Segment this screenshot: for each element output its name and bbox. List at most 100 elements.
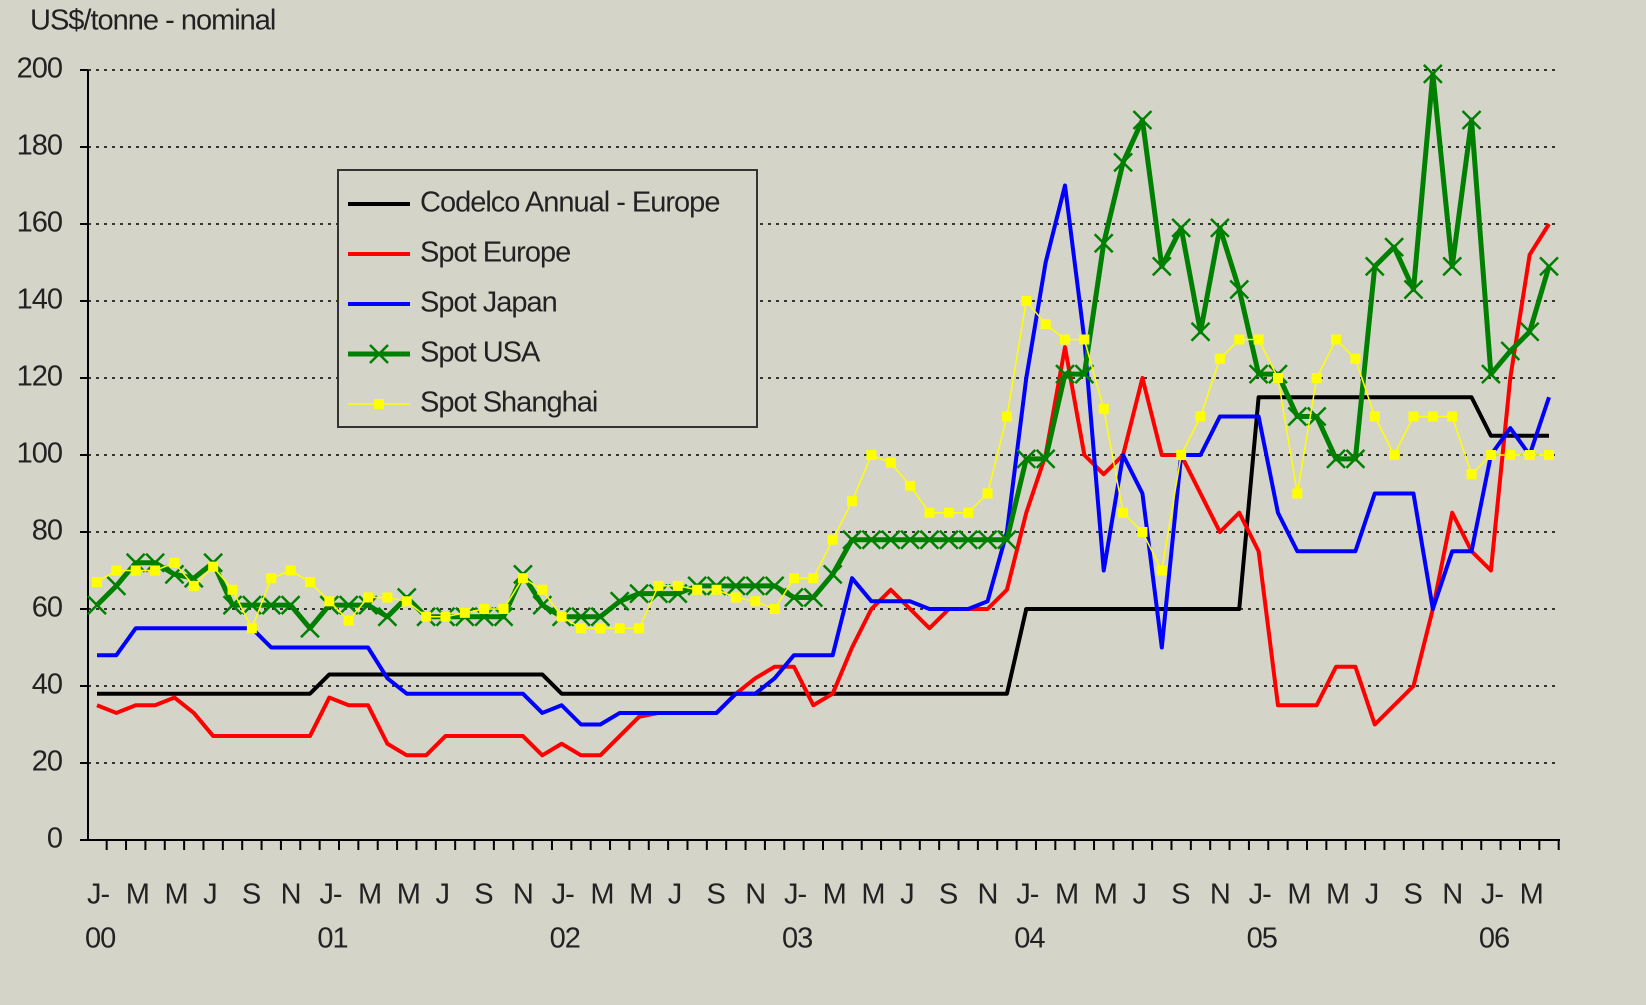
x-tick-label: S	[1171, 879, 1190, 911]
marker	[1171, 217, 1192, 238]
marker	[343, 615, 354, 626]
marker	[261, 595, 282, 616]
marker	[784, 587, 804, 608]
marker	[1350, 353, 1361, 364]
marker	[498, 604, 509, 614]
marker	[629, 583, 649, 604]
marker	[1151, 256, 1172, 277]
x-tick-label: S	[707, 879, 726, 911]
x-tick-label: J	[668, 879, 682, 911]
marker	[808, 573, 819, 584]
marker	[1481, 364, 1501, 385]
marker	[358, 595, 378, 616]
marker	[571, 606, 591, 627]
marker	[595, 623, 606, 634]
marker	[822, 564, 843, 585]
x-tick-label: N	[745, 879, 765, 911]
marker	[382, 592, 393, 603]
x-tick-label: N	[1442, 879, 1462, 911]
marker	[1461, 110, 1482, 130]
marker	[338, 595, 359, 616]
marker	[1113, 152, 1133, 173]
marker	[1074, 364, 1095, 385]
marker	[1331, 334, 1342, 345]
x-tick-label: M	[590, 879, 613, 911]
marker	[363, 592, 374, 603]
marker	[1214, 353, 1225, 364]
series-line	[95, 71, 1552, 631]
marker	[1544, 450, 1554, 460]
marker	[1253, 334, 1264, 345]
marker	[842, 529, 862, 550]
year-label: 01	[317, 923, 347, 955]
marker	[769, 604, 780, 614]
year-label: 04	[1014, 923, 1045, 955]
x-tick-label: S	[939, 879, 958, 911]
series-line	[97, 183, 1551, 727]
marker	[1060, 334, 1070, 345]
marker	[1093, 233, 1114, 254]
x-tick-label: S	[474, 879, 493, 911]
marker	[1040, 319, 1051, 330]
marker	[1021, 296, 1032, 306]
marker	[1248, 364, 1269, 385]
marker	[653, 580, 664, 591]
marker	[692, 584, 703, 595]
x-tick-label: M	[861, 879, 884, 911]
marker	[1035, 448, 1056, 469]
x-tick-label: M	[358, 879, 381, 911]
marker	[1519, 321, 1540, 342]
marker	[1389, 450, 1400, 460]
x-tick-label: N	[281, 879, 301, 911]
marker	[1369, 411, 1380, 422]
marker	[87, 595, 107, 616]
marker	[982, 488, 993, 499]
x-tick-label: J-	[1481, 879, 1504, 911]
y-tick-label: 180	[17, 130, 62, 162]
x-tick-label: M	[397, 879, 420, 911]
marker	[1524, 450, 1535, 460]
marker	[208, 561, 219, 572]
legend-label: Spot Europe	[420, 237, 570, 269]
marker	[711, 584, 722, 595]
x-tick-label: M	[1055, 879, 1078, 911]
marker	[1229, 279, 1250, 300]
marker	[125, 552, 146, 573]
x-tick-label: J	[1365, 879, 1379, 911]
marker	[1384, 237, 1405, 257]
marker	[1287, 406, 1308, 427]
marker	[1190, 321, 1211, 342]
marker	[861, 529, 882, 550]
y-tick-label: 140	[17, 284, 62, 316]
marker	[1447, 411, 1458, 422]
marker	[1311, 373, 1322, 383]
x-tick-label: J-	[784, 879, 807, 911]
marker	[938, 529, 959, 550]
marker	[1079, 334, 1090, 345]
marker	[1364, 256, 1385, 277]
y-tick-label: 40	[32, 669, 62, 701]
marker	[725, 576, 746, 596]
y-tick-label: 0	[47, 823, 62, 855]
series-line	[96, 222, 1551, 758]
x-tick-label: J-	[319, 879, 342, 911]
marker	[866, 450, 877, 460]
marker	[919, 529, 940, 550]
x-tick-label: M	[629, 879, 652, 911]
marker	[1001, 411, 1012, 422]
x-tick-label: S	[242, 879, 261, 911]
legend-label: Spot USA	[420, 337, 541, 369]
marker	[106, 576, 127, 596]
y-axis-label: US$/tonne - nominal	[30, 5, 275, 37]
marker	[1055, 364, 1075, 385]
x-tick-label: M	[126, 879, 149, 911]
marker	[880, 529, 901, 550]
marker	[590, 606, 611, 627]
marker	[1118, 507, 1129, 518]
year-label: 03	[782, 923, 812, 955]
series-line	[97, 395, 1549, 696]
marker	[222, 595, 243, 616]
marker	[266, 573, 277, 584]
marker	[479, 604, 490, 614]
